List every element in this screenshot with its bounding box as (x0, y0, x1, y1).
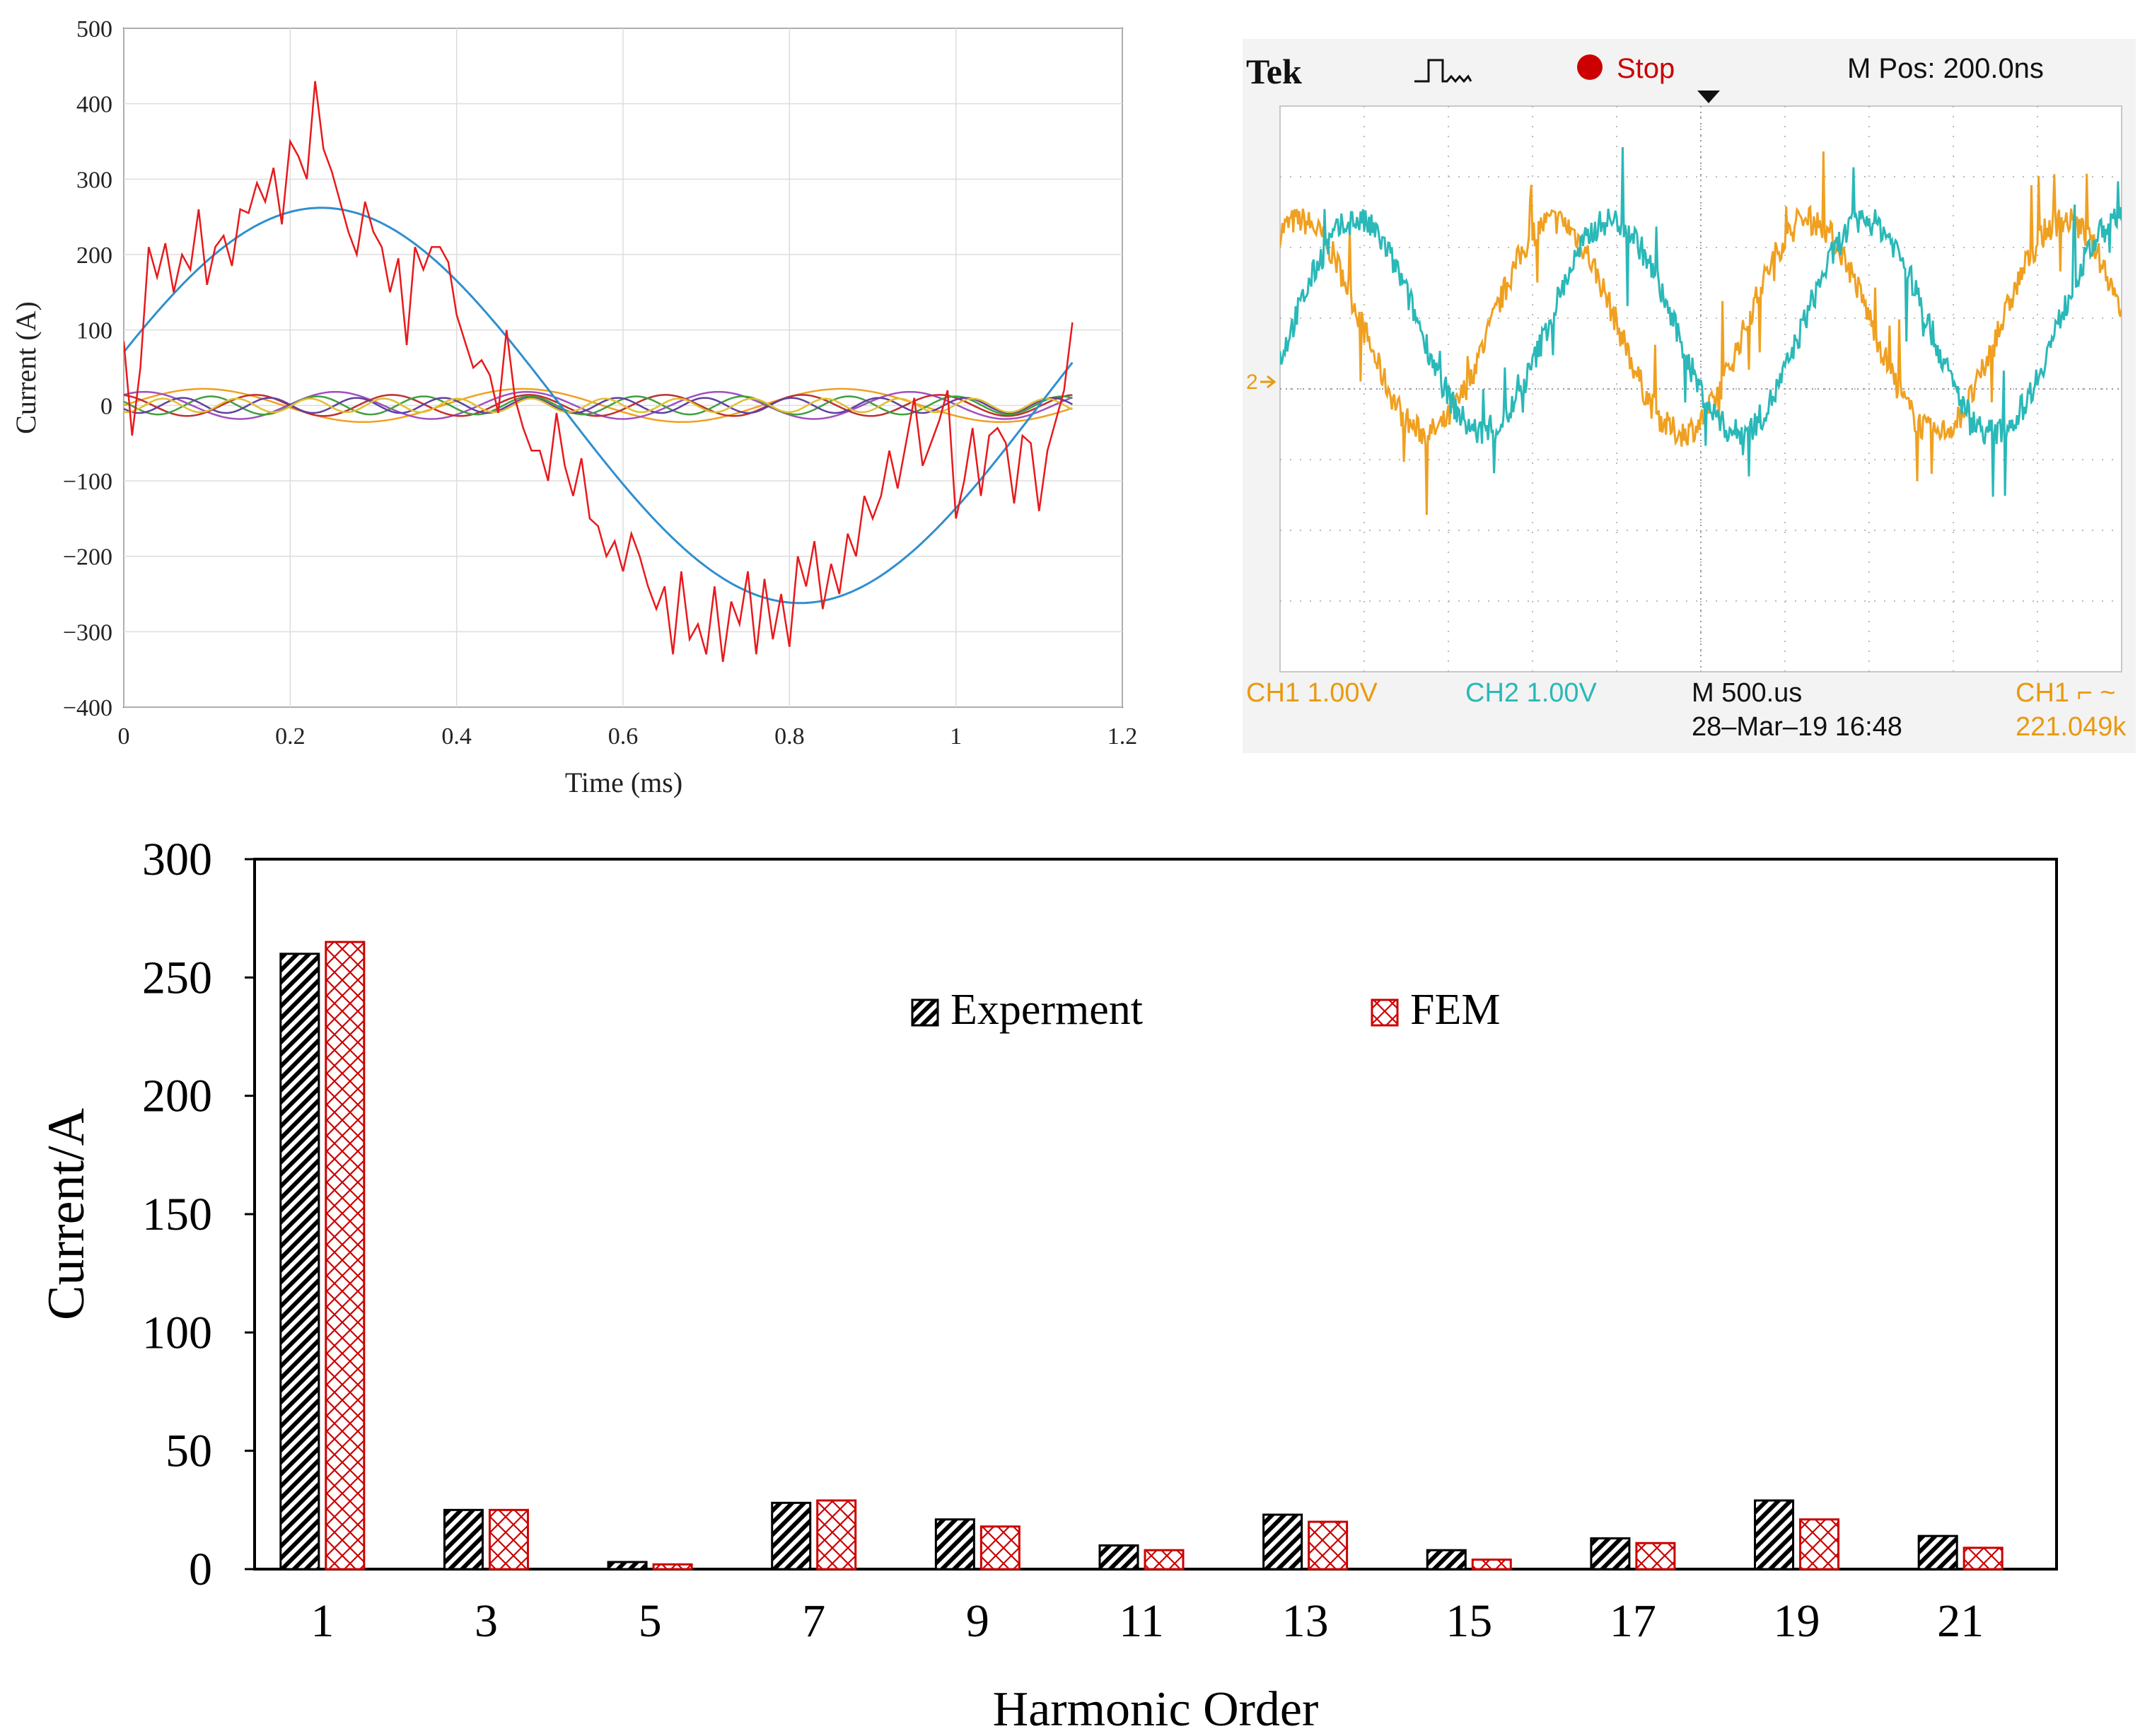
bar-x-tick-label: 1 (310, 1595, 334, 1647)
bar-x-tick-label: 19 (1774, 1595, 1820, 1647)
osc-trigger: CH1 ⌐ ~ (2016, 678, 2116, 708)
trigger-waveform-icon (1414, 59, 1472, 83)
bar-fem-5 (652, 1563, 693, 1571)
bar-experment-7 (771, 1501, 812, 1571)
legend-label-experment: Experment (950, 986, 1143, 1034)
bar-y-tick-label: 250 (142, 952, 212, 1003)
tl-y-tick-label: −300 (63, 619, 112, 646)
channel-marker-arrow-icon (1260, 375, 1277, 389)
tl-y-axis-label: Current (A) (10, 301, 42, 434)
bar-fem-11 (1144, 1549, 1185, 1571)
bar-fem-19 (1799, 1518, 1840, 1571)
bar-fem-3 (488, 1508, 529, 1571)
bar-fem-15 (1471, 1559, 1512, 1571)
bar-fem-21 (1962, 1546, 2004, 1571)
tl-y-tick-label: 500 (76, 16, 112, 42)
legend-swatch-fem (1371, 998, 1399, 1027)
tl-x-tick-label: 1 (950, 723, 962, 750)
tl-x-tick-label: 0.2 (275, 723, 306, 750)
bar-experment-21 (1917, 1534, 1958, 1571)
osc-channel-marker: 2 (1246, 371, 1258, 394)
tl-series-harmonic-11 (124, 397, 1073, 414)
bar-fem-17 (1635, 1542, 1676, 1571)
tl-y-tick-label: −200 (63, 544, 112, 571)
tl-series-lines (124, 81, 1074, 663)
bar-series-bars (279, 940, 2004, 1571)
osc-status: Stop (1617, 53, 1675, 84)
bar-experment-15 (1426, 1549, 1467, 1571)
osc-brand: Tek (1246, 52, 1302, 91)
bar-plot-frame (253, 858, 2058, 1571)
bar-x-tick-label: 9 (966, 1595, 989, 1647)
line-chart-time-current: 500 400 300 200 100 0 −100 −200 −300 −400 0 0.2 0.4… (10, 16, 1137, 798)
tl-y-tick-label: 100 (76, 318, 112, 344)
tl-series-harmonic-5 (124, 390, 1073, 420)
tl-y-tick-label: −100 (63, 469, 112, 495)
tl-y-tick-label: −400 (63, 695, 112, 721)
bar-x-tick-labels: 1 3 5 7 9 11 13 15 17 19 21 (310, 1595, 1984, 1647)
tl-x-tick-label: 0 (118, 723, 130, 750)
osc-trace-ch2 (1280, 147, 2122, 497)
bar-experment-1 (279, 953, 320, 1571)
bar-legend: Experment FEM (911, 986, 1500, 1034)
tl-y-tick-label: 200 (76, 243, 112, 269)
bar-experment-5 (607, 1561, 648, 1571)
bar-x-tick-label: 21 (1937, 1595, 1984, 1647)
bar-y-tick-label: 50 (165, 1426, 212, 1477)
tl-x-tick-label: 0.8 (774, 723, 805, 750)
tl-series-measured-current (124, 81, 1074, 663)
bar-experment-19 (1754, 1499, 1795, 1571)
bar-x-tick-label: 11 (1119, 1595, 1164, 1647)
bar-fem-13 (1308, 1520, 1349, 1571)
bar-x-tick-label: 15 (1446, 1595, 1492, 1647)
bar-y-tick-label: 100 (142, 1307, 212, 1358)
oscilloscope-capture: Tek Stop M Pos: 200.0ns 2 CH1 1.00V CH2 … (1243, 39, 2136, 753)
bar-y-tick-label: 200 (142, 1071, 212, 1122)
tl-y-tick-label: 400 (76, 92, 112, 118)
bar-fem-7 (816, 1499, 857, 1571)
trigger-position-arrow-icon (1697, 91, 1720, 103)
osc-trace-ch1 (1280, 151, 2122, 515)
bar-y-tick-label: 150 (142, 1189, 212, 1240)
tl-y-tick-labels: 500 400 300 200 100 0 −100 −200 −300 −400 (63, 16, 112, 721)
tl-y-tick-label: 300 (76, 167, 112, 193)
bar-experment-11 (1098, 1544, 1139, 1571)
tl-x-tick-label: 0.4 (441, 723, 472, 750)
osc-ch1-label: CH1 1.00V (1246, 678, 1378, 708)
tl-y-tick-label: 0 (100, 393, 112, 419)
stop-indicator-icon (1577, 54, 1603, 80)
tl-x-axis-label: Time (ms) (565, 767, 682, 798)
osc-frequency: 221.049k (2016, 712, 2127, 742)
tl-x-tick-labels: 0 0.2 0.4 0.6 0.8 1 1.2 (118, 723, 1138, 750)
bar-y-tick-label: 0 (189, 1544, 212, 1595)
bar-fem-9 (979, 1525, 1020, 1571)
bar-x-axis-label: Harmonic Order (993, 1682, 1319, 1736)
bar-x-tick-label: 7 (802, 1595, 825, 1647)
tl-series-fundamental (124, 206, 1074, 605)
bar-experment-9 (934, 1518, 975, 1571)
bar-y-tick-labels: 0 50 100 150 200 250 300 (142, 834, 255, 1595)
bar-y-axis-label: Current/A (37, 1108, 95, 1320)
osc-traces (1280, 147, 2122, 515)
bar-experment-3 (443, 1508, 484, 1571)
bar-x-tick-label: 13 (1282, 1595, 1329, 1647)
legend-label-fem: FEM (1410, 986, 1500, 1034)
osc-timestamp: 28–Mar–19 16:48 (1692, 712, 1902, 742)
bar-x-tick-label: 3 (475, 1595, 498, 1647)
osc-ch2-label: CH2 1.00V (1465, 678, 1598, 708)
tl-x-tick-label: 0.6 (608, 723, 639, 750)
bar-fem-1 (325, 940, 366, 1571)
tl-x-tick-label: 1.2 (1107, 723, 1138, 750)
bar-x-tick-label: 17 (1610, 1595, 1656, 1647)
legend-swatch-experment (911, 998, 939, 1027)
bar-y-tick-label: 300 (142, 834, 212, 885)
osc-grid (1280, 106, 2122, 672)
osc-timebase: M 500.us (1692, 678, 1802, 708)
bar-x-tick-label: 5 (639, 1595, 662, 1647)
bar-experment-17 (1590, 1537, 1631, 1571)
osc-m-pos: M Pos: 200.0ns (1847, 53, 2044, 84)
bar-experment-13 (1262, 1513, 1303, 1571)
